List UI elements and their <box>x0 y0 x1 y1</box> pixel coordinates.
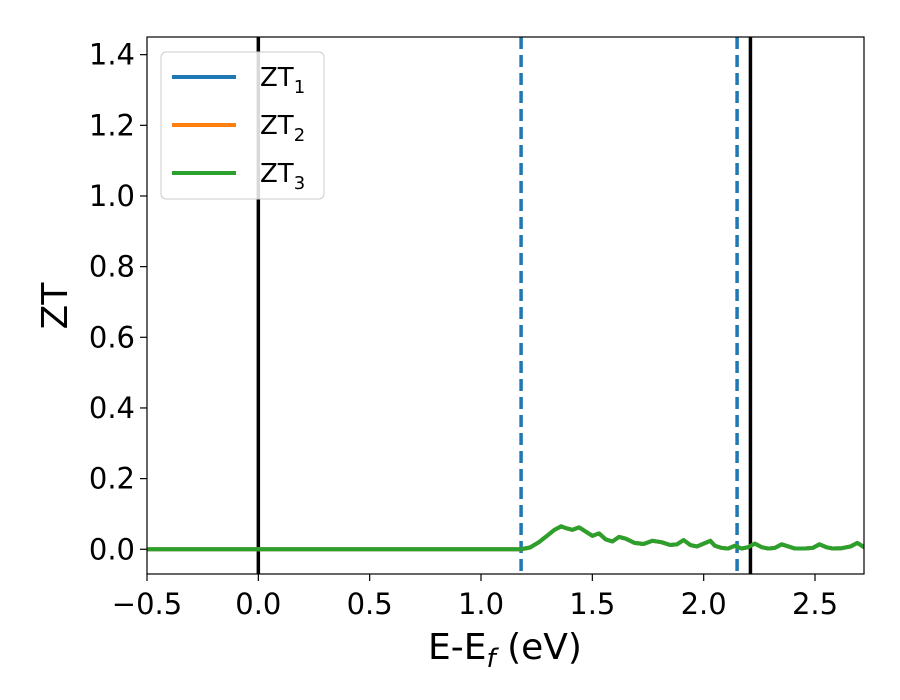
x-tick-label: 0.5 <box>347 587 393 621</box>
x-tick-label: 2.5 <box>792 587 838 621</box>
y-tick-label: 0.8 <box>89 250 135 284</box>
legend: ZT1 ZT2 ZT3 <box>160 51 325 200</box>
plot-frame <box>146 36 865 575</box>
x-axis-label: E-Ef (eV) <box>428 627 582 674</box>
y-axis-ticks: 0.0 0.2 0.4 0.6 0.8 1.0 1.2 1.4 <box>89 38 147 566</box>
x-axis-ticks: −0.5 0.0 0.5 1.0 1.5 2.0 2.5 <box>112 574 838 621</box>
y-axis-label: ZT <box>35 282 76 330</box>
legend-label-2: ZT2 <box>260 111 305 146</box>
y-tick-label: 1.0 <box>89 179 135 213</box>
y-tick-label: 0.6 <box>89 320 135 354</box>
y-tick-label: 0.4 <box>89 391 135 425</box>
x-tick-label: −0.5 <box>112 587 182 621</box>
legend-box <box>160 51 325 200</box>
x-tick-label: 2.0 <box>681 587 727 621</box>
x-tick-label: 1.0 <box>458 587 504 621</box>
series-lines <box>147 524 864 552</box>
y-tick-label: 1.2 <box>89 108 135 142</box>
legend-label-1: ZT1 <box>260 63 305 98</box>
y-tick-label: 1.4 <box>89 38 135 72</box>
y-tick-label: 0.0 <box>89 532 135 566</box>
y-tick-label: 0.2 <box>89 462 135 496</box>
series-line-3 <box>147 524 864 552</box>
x-tick-label: 1.5 <box>569 587 615 621</box>
legend-label-3: ZT3 <box>260 159 305 194</box>
x-tick-label: 0.0 <box>235 587 281 621</box>
